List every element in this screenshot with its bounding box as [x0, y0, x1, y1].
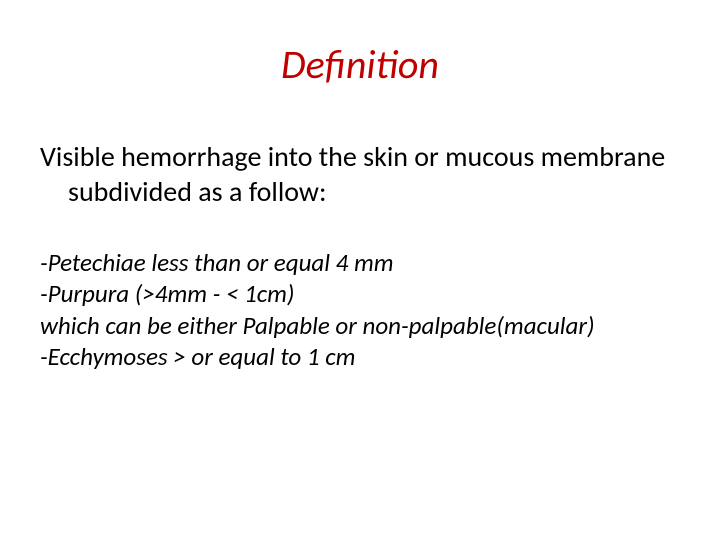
detail-line: which can be either Palpable or non-palp…	[40, 310, 680, 341]
slide: Definition Visible hemorrhage into the s…	[0, 0, 720, 540]
detail-line: -Petechiae less than or equal 4 mm	[40, 247, 680, 278]
slide-title: Definition	[40, 40, 680, 89]
intro-paragraph: Visible hemorrhage into the skin or muco…	[40, 139, 680, 209]
details-paragraph: -Petechiae less than or equal 4 mm -Purp…	[40, 247, 680, 372]
detail-line: -Purpura (>4mm - < 1cm)	[40, 278, 680, 309]
detail-line: -Ecchymoses > or equal to 1 cm	[40, 341, 680, 372]
